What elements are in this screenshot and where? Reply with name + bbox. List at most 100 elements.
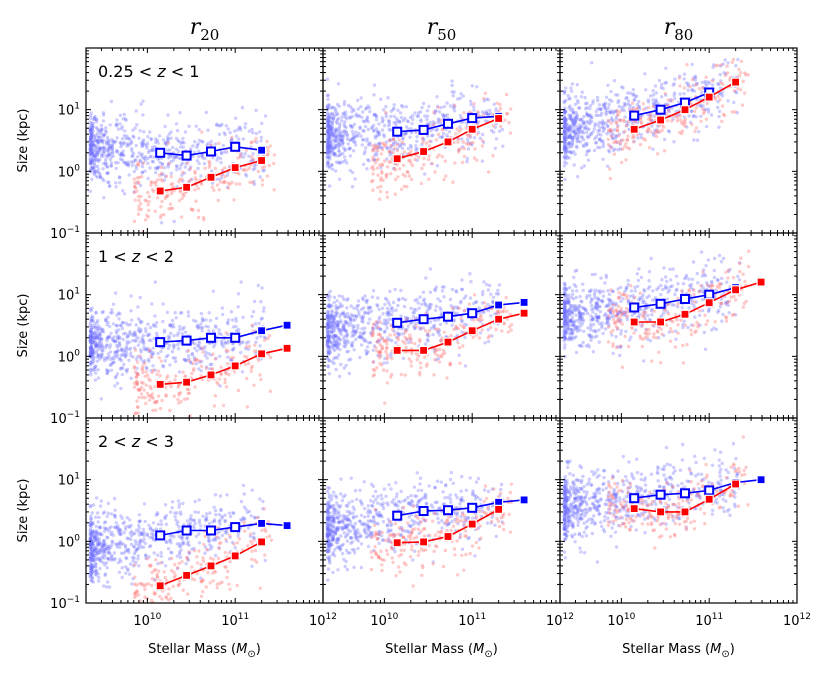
scatter-point-blue [388,289,392,294]
scatter-point-blue [90,151,94,155]
scatter-point-blue [587,127,591,131]
scatter-point-blue [332,320,336,324]
scatter-point-blue [168,343,172,348]
scatter-point-blue [101,151,106,155]
scatter-point-red [376,325,380,329]
scatter-point-blue [242,155,246,159]
scatter-point-blue [459,299,463,303]
scatter-point-blue [716,105,720,110]
scatter-point-blue [568,143,572,147]
scatter-point-blue [227,165,232,169]
scatter-point-red [379,176,383,180]
scatter-point-red [407,357,411,361]
scatter-point-blue [121,160,126,164]
scatter-point-blue [337,104,341,109]
scatter-point-blue [243,152,247,156]
scatter-point-blue [120,151,124,155]
scatter-point-blue [354,329,358,334]
scatter-point-blue [89,144,93,148]
scatter-point-blue [94,139,99,143]
scatter-point-blue [325,326,329,330]
scatter-point-blue [332,300,336,305]
scatter-point-blue [578,126,582,130]
scatter-point-red [249,369,253,373]
scatter-point-blue [153,166,158,170]
scatter-point-red [723,73,728,78]
scatter-point-red [136,163,141,167]
scatter-point-blue [563,131,567,135]
scatter-point-blue [562,120,567,124]
scatter-point-blue [619,299,623,304]
median-point-red [206,172,216,182]
scatter-point-red [201,350,205,354]
scatter-point-blue [667,108,671,112]
scatter-point-blue [96,150,101,154]
scatter-point-blue [351,340,355,344]
scatter-point-red [375,366,379,370]
scatter-point-blue [336,141,340,146]
scatter-point-blue [421,290,426,294]
scatter-point-red [374,345,378,350]
scatter-point-blue [342,297,346,302]
scatter-point-red [678,118,683,122]
scatter-point-blue [601,102,606,107]
scatter-point-blue [686,88,690,92]
scatter-point-blue [114,323,119,328]
scatter-point-blue [370,126,374,130]
scatter-point-blue [153,145,157,149]
scatter-point-blue [415,114,419,118]
scatter-point-blue [571,130,576,134]
scatter-point-blue [494,137,499,141]
scatter-point-red [133,348,138,352]
scatter-point-blue [330,331,334,335]
scatter-point-red [143,374,147,379]
scatter-point-blue [88,363,93,367]
scatter-point-blue [161,138,166,142]
scatter-point-blue [626,102,631,107]
scatter-point-blue [89,347,94,351]
scatter-point-blue [120,125,124,129]
scatter-point-blue [220,122,224,127]
scatter-point-red [499,124,503,129]
scatter-point-blue [347,147,351,151]
scatter-point-blue [594,303,598,307]
scatter-point-blue [95,169,99,174]
scatter-point-blue [333,113,337,118]
scatter-point-blue [403,298,408,302]
scatter-point-blue [573,269,577,273]
scatter-point-blue [374,114,378,118]
scatter-point-blue [89,327,94,332]
scatter-point-blue [391,148,396,152]
scatter-point-blue [574,115,578,120]
scatter-point-blue [211,156,215,160]
scatter-point-blue [562,308,567,313]
scatter-point-red [378,334,383,338]
scatter-point-blue [565,150,569,154]
scatter-point-blue [428,306,432,310]
scatter-point-blue [224,150,229,155]
scatter-point-blue [409,306,413,310]
scatter-point-blue [598,289,602,293]
scatter-point-red [417,155,421,159]
scatter-point-blue [327,372,331,376]
scatter-point-blue [707,284,712,288]
scatter-point-blue [570,138,575,142]
scatter-point-blue [568,124,573,128]
scatter-point-blue [125,335,129,339]
scatter-point-blue [407,340,411,345]
scatter-point-blue [202,162,207,166]
scatter-point-blue [221,143,225,148]
scatter-point-blue [359,315,363,319]
scatter-point-red [400,140,405,145]
scatter-point-red [480,318,484,322]
scatter-point-blue [648,285,652,289]
scatter-point-blue [165,310,170,314]
scatter-point-blue [480,110,485,114]
scatter-point-blue [563,110,567,114]
scatter-point-blue [142,347,147,352]
scatter-point-red [374,320,378,324]
scatter-point-blue [118,157,123,161]
scatter-point-blue [580,90,584,94]
scatter-point-blue [415,135,419,139]
scatter-point-blue [566,142,570,146]
